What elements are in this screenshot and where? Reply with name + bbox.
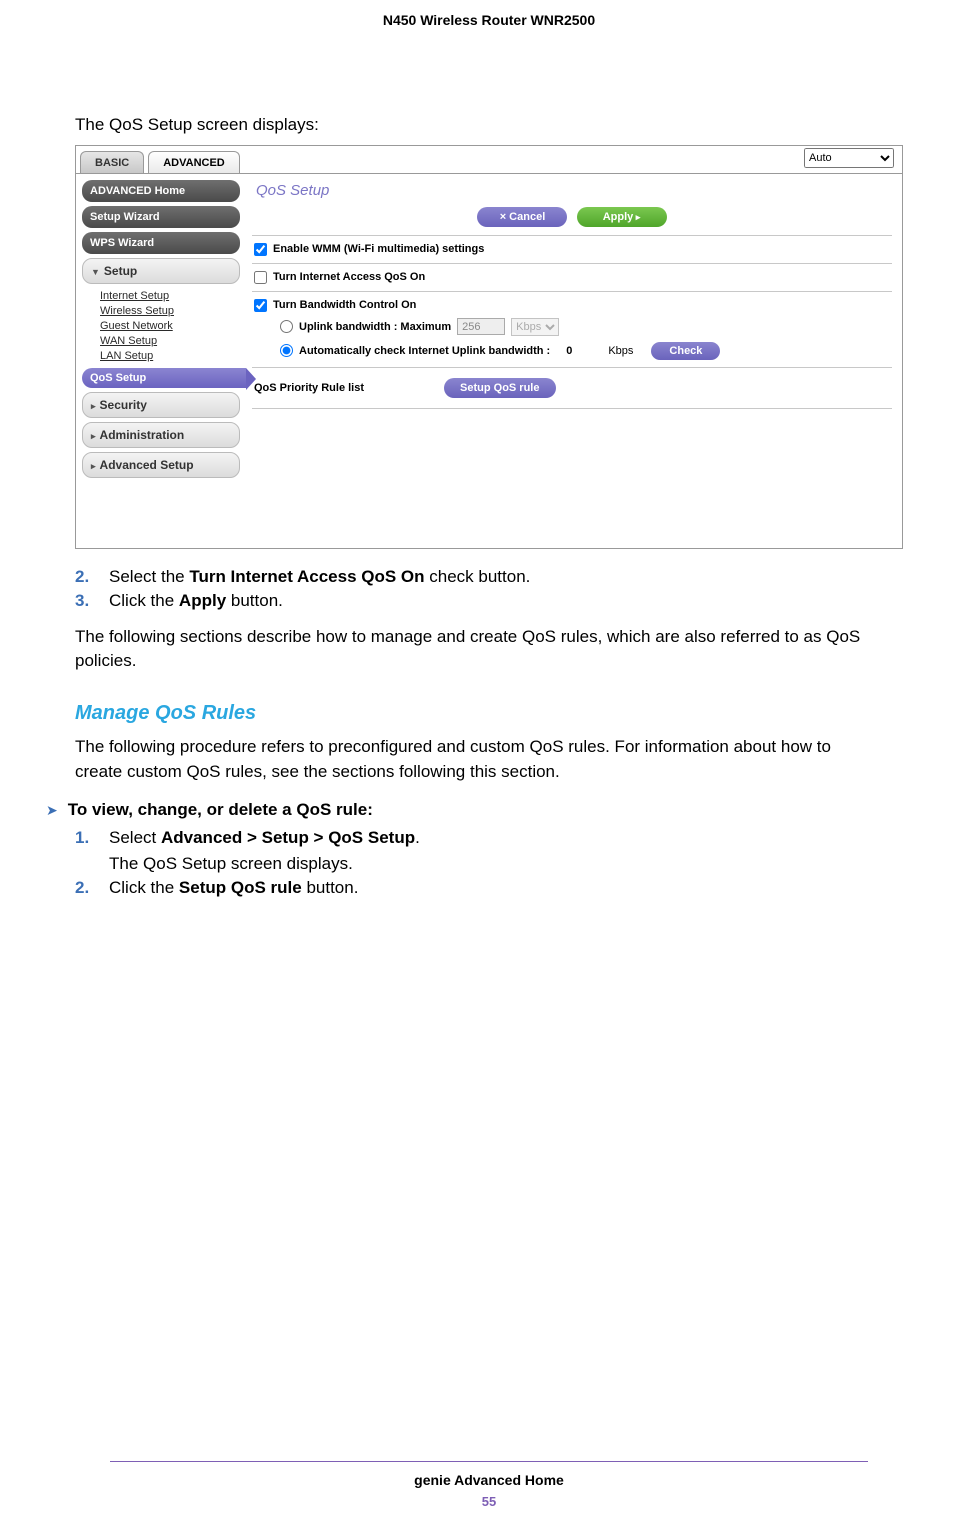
section-heading: Manage QoS Rules (75, 702, 978, 725)
sidebar: ADVANCED Home Setup Wizard WPS Wizard ▼S… (76, 174, 246, 548)
step-number: 2. (75, 878, 95, 898)
step-number: 1. (75, 828, 95, 874)
section-body: The following procedure refers to precon… (75, 735, 868, 784)
language-select[interactable]: Auto (804, 148, 894, 168)
step-text: Click the Apply button. (109, 591, 283, 611)
sidebar-sub-wan[interactable]: WAN Setup (100, 335, 240, 347)
sidebar-setup-sublinks: Internet Setup Wireless Setup Guest Netw… (82, 288, 240, 364)
rule-list-row: QoS Priority Rule list Setup QoS rule (252, 372, 892, 404)
wmm-row: Enable WMM (Wi-Fi multimedia) settings (252, 240, 892, 259)
uplink-unit-select[interactable]: Kbps (511, 318, 559, 336)
panel-title: QoS Setup (252, 178, 892, 207)
wmm-checkbox[interactable] (254, 243, 267, 256)
sidebar-sub-internet[interactable]: Internet Setup (100, 290, 240, 302)
chevron-right-icon: ▸ (91, 401, 96, 411)
setup-qos-rule-button[interactable]: Setup QoS rule (444, 378, 555, 398)
sidebar-advanced-home[interactable]: ADVANCED Home (82, 180, 240, 202)
uplink-row: Uplink bandwidth : Maximum Kbps (252, 315, 892, 339)
tab-bar: BASIC ADVANCED Auto (76, 146, 902, 174)
proc-step-1: 1. Select Advanced > Setup > QoS Setup. … (75, 828, 868, 874)
page-header: N450 Wireless Router WNR2500 (0, 0, 978, 28)
sidebar-sub-wireless[interactable]: Wireless Setup (100, 305, 240, 317)
step-number: 2. (75, 567, 95, 587)
auto-value: 0 (566, 345, 572, 357)
footer-page-number: 55 (0, 1494, 978, 1509)
internet-qos-label: Turn Internet Access QoS On (273, 271, 425, 283)
tab-advanced[interactable]: ADVANCED (148, 151, 240, 173)
action-buttons: Cancel Apply (252, 207, 892, 227)
sidebar-setup-wizard[interactable]: Setup Wizard (82, 206, 240, 228)
sidebar-sub-guest[interactable]: Guest Network (100, 320, 240, 332)
bandwidth-label: Turn Bandwidth Control On (273, 299, 416, 311)
auto-row: Automatically check Internet Uplink band… (252, 339, 892, 363)
sidebar-sub-qos-active[interactable]: QoS Setup (82, 368, 246, 388)
sidebar-wps-wizard[interactable]: WPS Wizard (82, 232, 240, 254)
bandwidth-row: Turn Bandwidth Control On (252, 296, 892, 315)
internet-qos-row: Turn Internet Access QoS On (252, 268, 892, 287)
sidebar-security[interactable]: ▸Security (82, 392, 240, 418)
step-text: Select the Turn Internet Access QoS On c… (109, 567, 530, 587)
arrow-icon: ➤ (46, 802, 58, 820)
footer-title: genie Advanced Home (0, 1472, 978, 1488)
proc-step-2: 2. Click the Setup QoS rule button. (75, 878, 868, 898)
sidebar-setup[interactable]: ▼Setup (82, 258, 240, 284)
intro-text: The QoS Setup screen displays: (75, 113, 978, 137)
chevron-right-icon: ▸ (91, 431, 96, 441)
check-button[interactable]: Check (651, 342, 720, 360)
chevron-down-icon: ▼ (91, 267, 100, 277)
internet-qos-checkbox[interactable] (254, 271, 267, 284)
auto-radio[interactable] (280, 344, 293, 357)
step-text: Click the Setup QoS rule button. (109, 878, 358, 898)
auto-unit: Kbps (608, 345, 633, 357)
page-footer: genie Advanced Home 55 (0, 1461, 978, 1509)
cancel-button[interactable]: Cancel (477, 207, 567, 227)
language-select-wrap: Auto (804, 148, 894, 168)
step-3: 3. Click the Apply button. (75, 591, 868, 611)
rule-list-label: QoS Priority Rule list (254, 382, 364, 394)
step-2: 2. Select the Turn Internet Access QoS O… (75, 567, 868, 587)
uplink-value-input[interactable] (457, 318, 505, 335)
procedure-title: To view, change, or delete a QoS rule: (68, 800, 373, 820)
uplink-radio[interactable] (280, 320, 293, 333)
wmm-label: Enable WMM (Wi-Fi multimedia) settings (273, 243, 484, 255)
sidebar-advanced-setup[interactable]: ▸Advanced Setup (82, 452, 240, 478)
main-panel: QoS Setup Cancel Apply Enable WMM (Wi-Fi… (246, 174, 902, 548)
steps-list: 2. Select the Turn Internet Access QoS O… (75, 567, 868, 611)
chevron-right-icon: ▸ (91, 461, 96, 471)
after-steps-text: The following sections describe how to m… (75, 625, 868, 674)
uplink-label: Uplink bandwidth : Maximum (299, 321, 451, 333)
auto-label: Automatically check Internet Uplink band… (299, 345, 550, 357)
step-number: 3. (75, 591, 95, 611)
procedure-steps: 1. Select Advanced > Setup > QoS Setup. … (75, 828, 868, 898)
step-sub-body: The QoS Setup screen displays. (109, 854, 420, 874)
bandwidth-checkbox[interactable] (254, 299, 267, 312)
qos-screenshot: BASIC ADVANCED Auto ADVANCED Home Setup … (75, 145, 903, 549)
sidebar-administration[interactable]: ▸Administration (82, 422, 240, 448)
sidebar-sub-lan[interactable]: LAN Setup (100, 350, 240, 362)
apply-button[interactable]: Apply (577, 207, 667, 227)
tab-basic[interactable]: BASIC (80, 151, 144, 173)
step-text: Select Advanced > Setup > QoS Setup. The… (109, 828, 420, 874)
procedure-heading: ➤ To view, change, or delete a QoS rule: (46, 800, 978, 820)
